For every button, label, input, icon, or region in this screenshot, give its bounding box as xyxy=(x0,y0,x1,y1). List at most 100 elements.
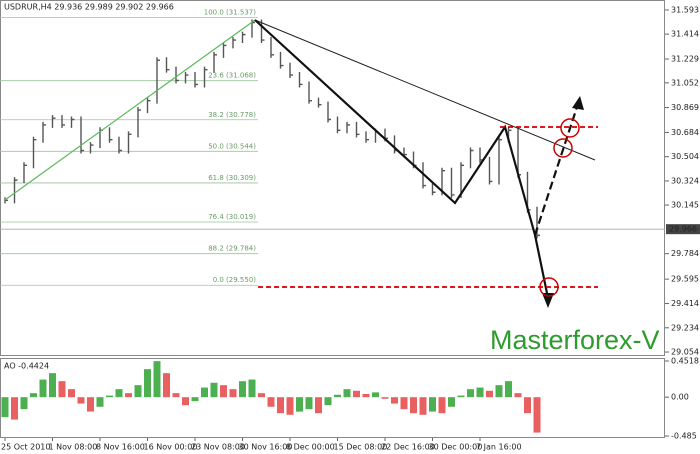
current-price-label: 29.966 xyxy=(669,225,697,234)
x-tick-label: 30 Dec 00:00 xyxy=(429,443,483,452)
ao-bar xyxy=(258,393,265,398)
y-tick-label: 30.869 xyxy=(671,103,699,112)
price-bar xyxy=(536,206,540,239)
price-bar xyxy=(450,167,455,198)
ao-bar xyxy=(400,397,408,410)
ao-bar xyxy=(191,397,199,402)
ao-bar xyxy=(343,389,351,398)
price-bar xyxy=(61,115,65,128)
ao-bar xyxy=(201,387,208,398)
ao-bar xyxy=(125,393,132,398)
ao-bar xyxy=(220,385,227,398)
price-bar xyxy=(32,136,37,169)
y-tick-label: 29.234 xyxy=(671,323,699,332)
price-bar xyxy=(365,131,369,143)
trend-line xyxy=(254,19,596,161)
projection xyxy=(533,106,579,236)
ao-bar xyxy=(286,397,294,415)
price-bar xyxy=(498,136,502,185)
price-bar xyxy=(260,19,265,44)
ao-bar xyxy=(163,373,170,398)
ao-bar xyxy=(438,397,446,414)
price-bar xyxy=(156,57,160,104)
x-tick-label: 25 Oct 2010 xyxy=(1,443,50,452)
price-bar xyxy=(13,177,18,204)
ao-bar xyxy=(49,373,56,398)
price-bar xyxy=(488,156,493,185)
price-bar xyxy=(317,97,322,108)
price-bar xyxy=(108,127,113,143)
ao-bar xyxy=(381,397,389,399)
price-bar xyxy=(118,136,122,154)
price-bar xyxy=(23,162,27,184)
ao-bar xyxy=(305,397,313,410)
price-bar xyxy=(346,121,350,134)
current-price-box xyxy=(666,224,700,235)
ao-bar xyxy=(87,397,94,412)
price-bar xyxy=(308,81,312,104)
fib-label: 23.6 (31.068) xyxy=(208,72,256,80)
y-tick-label: 30.324 xyxy=(671,176,699,185)
ao-bar xyxy=(410,397,417,414)
x-tick-label: 7 Jan 16:00 xyxy=(476,443,522,452)
arrow-head xyxy=(572,96,584,110)
price-bar xyxy=(270,37,274,58)
y-tick-label: 29.054 xyxy=(671,348,699,357)
y-tick-label: 30.504 xyxy=(671,152,699,161)
x-tick-label: 16 Nov 00:00 xyxy=(144,443,198,452)
ao-bar xyxy=(362,393,370,398)
fib-label: 38.2 (30.778) xyxy=(208,111,256,119)
fib-label: 61.8 (30.309) xyxy=(208,174,256,182)
fib-label: 50.0 (30.544) xyxy=(208,142,256,150)
target-circle xyxy=(539,277,559,297)
y-tick-label: 30.145 xyxy=(671,201,699,210)
ao-bar xyxy=(39,379,47,398)
ao-bar xyxy=(11,397,18,420)
ao-bar xyxy=(267,397,275,407)
price-bar xyxy=(241,31,246,44)
price-bar xyxy=(184,72,189,84)
ao-bar xyxy=(30,393,37,398)
fib-label: 0.0 (29.550) xyxy=(213,276,257,284)
trend-line xyxy=(4,19,256,201)
price-bar xyxy=(194,72,198,88)
ao-bar xyxy=(96,397,104,407)
y-tick-label: 29.595 xyxy=(671,275,699,284)
x-tick-label: 30 Nov 16:00 xyxy=(239,443,293,452)
ao-bar xyxy=(77,397,85,404)
ao-bar xyxy=(239,381,246,398)
price-bar xyxy=(289,62,293,79)
ao-bar xyxy=(58,381,66,398)
target-circle xyxy=(553,138,573,158)
y-tick-label: 29.414 xyxy=(671,299,699,308)
fib-label: 100.0 (31.537) xyxy=(204,9,256,17)
indicator-title: AO -0.4424 xyxy=(4,362,49,371)
price-bar xyxy=(327,101,331,123)
target-circle xyxy=(560,118,580,138)
ao-bar xyxy=(106,395,113,398)
ao-bar xyxy=(524,397,531,414)
y-tick-label: 31.414 xyxy=(671,30,699,39)
price-bar xyxy=(213,51,217,73)
ao-bar xyxy=(514,393,522,398)
chart-title: USDRUR,H4 29.936 29.989 29.902 29.966 xyxy=(4,3,174,12)
ao-bar xyxy=(20,397,28,410)
ao-bar xyxy=(172,393,180,398)
ao-bar xyxy=(315,397,322,414)
x-tick-label: 22 Dec 16:00 xyxy=(381,443,435,452)
price-bar xyxy=(355,121,360,138)
y-tick-label: 31.593 xyxy=(671,5,699,14)
y-tick-label: 31.052 xyxy=(671,78,699,87)
x-tick-label: 8 Nov 16:00 xyxy=(96,443,145,452)
ao-bar xyxy=(248,379,256,398)
ao-bar xyxy=(68,389,75,398)
price-bar xyxy=(222,42,227,58)
ao-bar xyxy=(505,381,512,398)
y-tick-label: 0.4518 xyxy=(671,357,699,366)
ao-bar xyxy=(353,390,360,398)
marks-layer xyxy=(1,19,541,433)
price-bar xyxy=(89,142,94,154)
y-tick-label: 31.229 xyxy=(671,55,699,64)
ao-bar xyxy=(448,397,455,407)
